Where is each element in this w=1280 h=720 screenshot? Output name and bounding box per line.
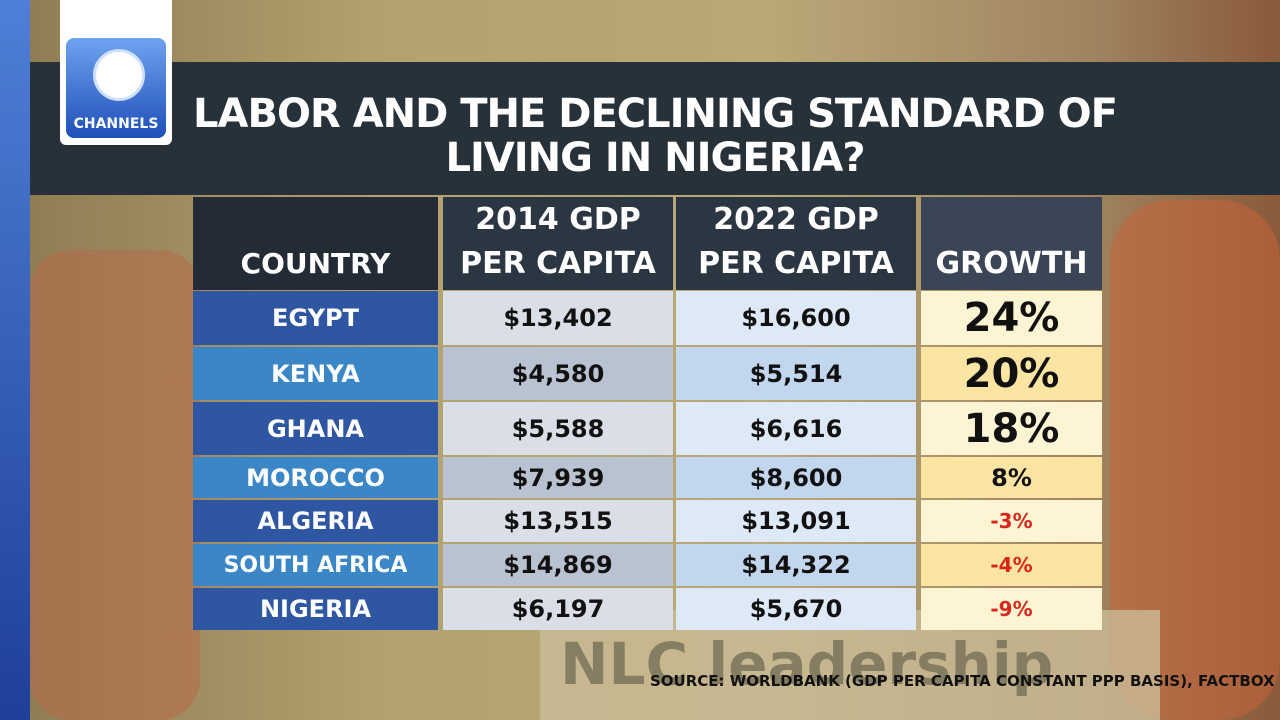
country-cell: NIGERIA (193, 588, 438, 630)
gdp-cell: $13,402 (443, 291, 673, 345)
gdp-cell: $8,600 (676, 457, 916, 498)
country-cell: ALGERIA (193, 500, 438, 542)
gdp-cell: $13,091 (676, 500, 916, 542)
gdp-cell: $5,588 (443, 402, 673, 455)
title-band (30, 62, 1280, 195)
gdp-cell: $14,322 (676, 544, 916, 586)
gdp-cell: $6,197 (443, 588, 673, 630)
country-cell: MOROCCO (193, 457, 438, 498)
gdp-cell: $6,616 (676, 402, 916, 455)
country-cell: KENYA (193, 347, 438, 400)
growth-cell: 24% (921, 291, 1102, 345)
gdp-cell: $7,939 (443, 457, 673, 498)
gdp-cell: $14,869 (443, 544, 673, 586)
logo: CHANNELS (60, 0, 172, 145)
side-strip (0, 0, 30, 720)
country-cell: GHANA (193, 402, 438, 455)
background-sign: NLC leadership (560, 630, 1054, 698)
country-cell: SOUTH AFRICA (193, 544, 438, 586)
country-cell: EGYPT (193, 291, 438, 345)
gdp-cell: $16,600 (676, 291, 916, 345)
source: SOURCE: WORLDBANK (GDP PER CAPITA CONSTA… (650, 672, 1275, 690)
gdp-cell: $13,515 (443, 500, 673, 542)
header-cell: COUNTRY (193, 197, 438, 290)
gdp-cell: $5,670 (676, 588, 916, 630)
growth-cell: -9% (921, 588, 1102, 630)
growth-cell: -4% (921, 544, 1102, 586)
header-cell: GROWTH (921, 197, 1102, 290)
header-cell: 2014 GDP PER CAPITA (443, 197, 673, 290)
growth-cell: 20% (921, 347, 1102, 400)
growth-cell: -3% (921, 500, 1102, 542)
logo-text: CHANNELS (73, 116, 159, 132)
gdp-cell: $5,514 (676, 347, 916, 400)
growth-cell: 8% (921, 457, 1102, 498)
growth-cell: 18% (921, 402, 1102, 455)
header-cell: 2022 GDP PER CAPITA (676, 197, 916, 290)
title: LABOR AND THE DECLINING STANDARD OF LIVI… (193, 91, 1118, 181)
gdp-cell: $4,580 (443, 347, 673, 400)
